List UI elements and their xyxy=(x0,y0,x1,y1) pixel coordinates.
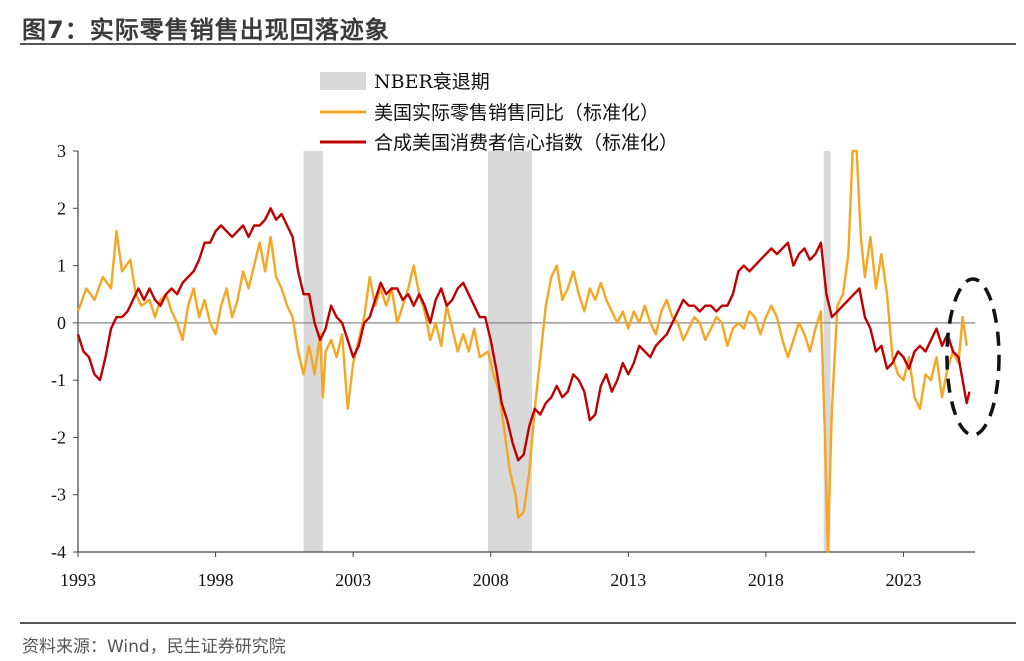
legend: NBER衰退期 美国实际零售销售同比（标准化） 合成美国消费者信心指数（标准化） xyxy=(320,71,678,154)
series-lines xyxy=(76,149,971,554)
source-note: 资料来源：Wind，民生证券研究院 xyxy=(22,637,286,657)
x-tick-label: 2013 xyxy=(610,570,646,590)
figure-title: 图7：实际零售销售出现回落迹象 xyxy=(22,16,390,44)
highlight-ellipse xyxy=(945,277,1001,437)
x-tick-label: 1998 xyxy=(198,570,234,590)
legend-swatch-recession xyxy=(320,72,366,90)
y-tick-label: -1 xyxy=(51,370,66,390)
y-tick-label: 3 xyxy=(57,141,66,161)
series-line-consumer-confidence xyxy=(76,207,971,462)
recession-bands xyxy=(303,151,831,552)
y-tick-label: 2 xyxy=(57,198,66,218)
y-tick-label: -2 xyxy=(51,427,66,447)
legend-label-confidence: 合成美国消费者信心指数（标准化） xyxy=(374,132,678,154)
y-tick-label: -4 xyxy=(51,542,66,562)
recession-band-0 xyxy=(303,151,323,552)
axes: 3 2 1 0 -1 -2 -3 -4 1993 1998 2003 2008 2013 2018 2023 xyxy=(51,141,975,590)
y-tick-label: 1 xyxy=(57,256,66,276)
annotation xyxy=(945,277,1001,437)
x-tick-label: 2018 xyxy=(748,570,784,590)
footer-divider xyxy=(20,622,1016,624)
x-tick-label: 2008 xyxy=(473,570,509,590)
legend-label-retail: 美国实际零售销售同比（标准化） xyxy=(374,102,659,124)
x-tick-label: 2023 xyxy=(885,570,921,590)
x-tick-label: 2003 xyxy=(335,570,371,590)
recession-band-1 xyxy=(487,151,533,552)
recession-band-2 xyxy=(823,151,831,552)
y-tick-label: 0 xyxy=(57,313,66,333)
legend-label-recession: NBER衰退期 xyxy=(374,71,490,93)
y-tick-label: -3 xyxy=(51,485,66,505)
x-tick-label: 1993 xyxy=(60,570,96,590)
title-divider xyxy=(20,43,1016,45)
